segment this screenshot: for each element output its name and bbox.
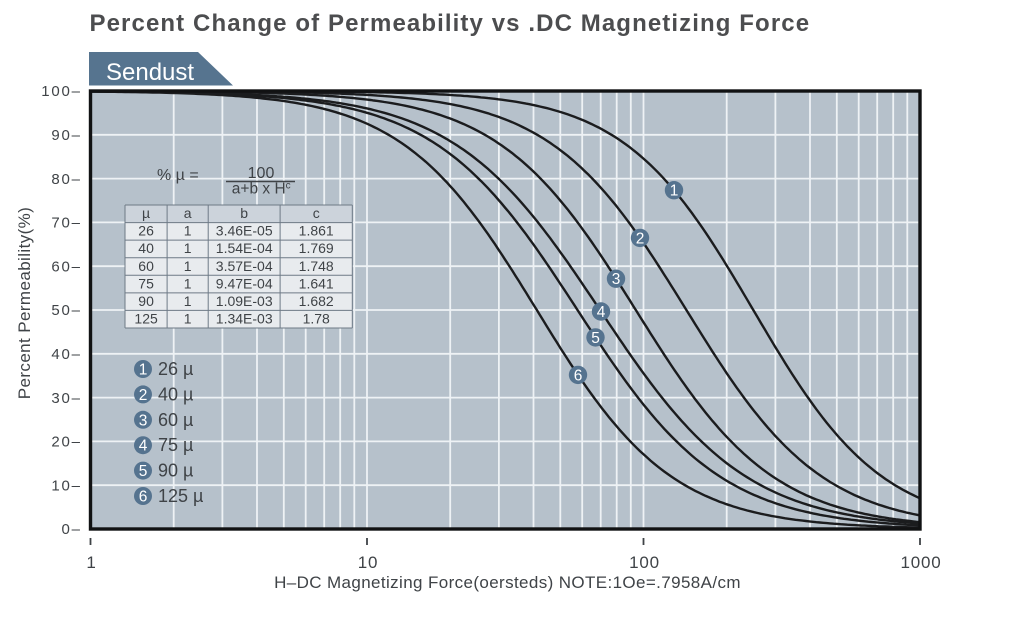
svg-text:100: 100 [629,553,660,572]
svg-text:75 µ: 75 µ [158,435,193,455]
svg-text:40: 40 [138,240,154,256]
svg-text:1: 1 [139,362,148,379]
svg-text:1: 1 [184,223,192,239]
svg-text:0–: 0– [62,521,82,538]
svg-text:10: 10 [358,553,379,572]
svg-text:80–: 80– [51,171,81,188]
svg-text:26 µ: 26 µ [158,359,193,379]
svg-text:40–: 40– [51,346,81,363]
svg-text:2: 2 [636,230,645,247]
svg-text:10–: 10– [51,477,81,494]
svg-text:5: 5 [139,463,148,480]
svg-text:1: 1 [184,240,192,256]
svg-text:a+b x Hc: a+b x Hc [232,180,291,197]
svg-text:4: 4 [139,438,148,455]
svg-text:100: 100 [248,165,275,182]
svg-text:125 µ: 125 µ [158,486,203,506]
svg-text:3: 3 [612,271,621,288]
svg-text:1: 1 [184,293,192,309]
svg-text:1.682: 1.682 [299,293,334,309]
svg-text:1: 1 [184,311,192,327]
svg-text:3: 3 [139,412,148,429]
svg-text:3.46E-05: 3.46E-05 [216,223,273,239]
svg-text:50–: 50– [51,302,81,319]
svg-text:60 µ: 60 µ [158,410,193,430]
svg-text:1.861: 1.861 [299,223,334,239]
svg-text:1: 1 [86,553,96,572]
svg-text:µ: µ [142,205,150,221]
svg-text:6: 6 [139,489,148,506]
svg-text:1000: 1000 [900,553,941,572]
svg-text:30–: 30– [51,390,81,407]
svg-text:% µ =: % µ = [157,167,199,184]
svg-text:75: 75 [138,275,154,291]
svg-text:1.09E-03: 1.09E-03 [216,293,273,309]
svg-text:3.57E-04: 3.57E-04 [216,258,273,274]
svg-text:Sendust: Sendust [106,59,194,86]
svg-text:H–DC Magnetizing Force(oersted: H–DC Magnetizing Force(oersteds) NOTE:1O… [274,573,741,592]
svg-text:1: 1 [670,183,679,200]
svg-text:1.78: 1.78 [303,311,330,327]
svg-text:2: 2 [139,387,148,404]
svg-text:90: 90 [138,293,154,309]
svg-text:90 µ: 90 µ [158,461,193,481]
svg-text:6: 6 [574,367,583,384]
svg-text:1.34E-03: 1.34E-03 [216,311,273,327]
svg-text:60: 60 [138,258,154,274]
svg-text:125: 125 [134,311,158,327]
svg-text:26: 26 [138,223,154,239]
svg-text:40 µ: 40 µ [158,384,193,404]
svg-text:1.748: 1.748 [299,258,334,274]
svg-text:60–: 60– [51,258,81,275]
svg-text:Percent Permeability(%): Percent Permeability(%) [15,207,34,399]
svg-text:c: c [313,205,320,221]
svg-text:1: 1 [184,275,192,291]
svg-text:5: 5 [591,330,600,347]
svg-text:100–: 100– [41,83,82,100]
svg-text:1.769: 1.769 [299,240,334,256]
svg-text:1: 1 [184,258,192,274]
svg-text:90–: 90– [51,127,81,144]
svg-text:20–: 20– [51,434,81,451]
svg-text:4: 4 [597,304,606,321]
svg-text:70–: 70– [51,215,81,232]
svg-text:Percent Change of Permeability: Percent Change of Permeability vs .DC Ma… [90,10,811,37]
svg-text:b: b [240,205,248,221]
svg-text:a: a [184,205,192,221]
svg-text:9.47E-04: 9.47E-04 [216,275,273,291]
svg-text:1.54E-04: 1.54E-04 [216,240,273,256]
svg-text:1.641: 1.641 [299,275,334,291]
